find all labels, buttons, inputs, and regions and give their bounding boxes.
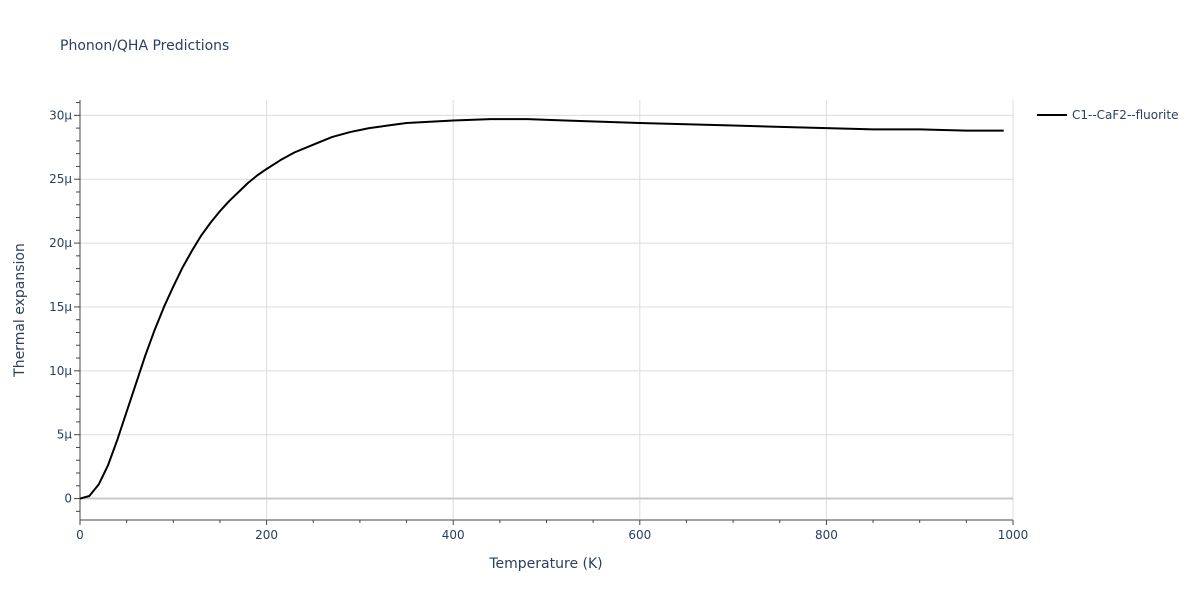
- x-tick-label: 600: [628, 528, 651, 542]
- x-tick-label: 0: [76, 528, 84, 542]
- x-tick-label: 1000: [998, 528, 1029, 542]
- legend-label[interactable]: C1--CaF2--fluorite: [1072, 108, 1178, 122]
- chart-title: Phonon/QHA Predictions: [60, 38, 229, 54]
- x-tick-label: 400: [442, 528, 465, 542]
- x-axis-title: Temperature (K): [488, 556, 602, 572]
- axes: 0 200 400 600 800 1000 0 5μ 10μ 15μ 20μ 25μ 30μ: [49, 100, 1028, 542]
- series-line: [79, 118, 1004, 500]
- y-tick-label: 15μ: [49, 300, 72, 314]
- legend[interactable]: C1--CaF2--fluorite: [1037, 108, 1178, 122]
- x-tick-label: 200: [255, 528, 278, 542]
- y-tick-label: 20μ: [49, 236, 72, 250]
- y-tick-label: 0: [64, 492, 72, 506]
- grid: [80, 100, 1014, 519]
- x-tick-label: 800: [815, 528, 838, 542]
- y-tick-label: 5μ: [57, 428, 73, 442]
- y-axis-title: Thermal expansion: [12, 243, 28, 378]
- y-tick-label: 10μ: [49, 364, 72, 378]
- series-layer: [79, 118, 1004, 500]
- y-tick-label: 30μ: [49, 108, 72, 122]
- y-tick-label: 25μ: [49, 172, 72, 186]
